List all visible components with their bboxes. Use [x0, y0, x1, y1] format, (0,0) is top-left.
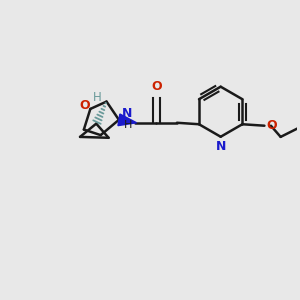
- Text: O: O: [80, 100, 90, 112]
- Polygon shape: [118, 114, 136, 126]
- Text: O: O: [266, 119, 277, 132]
- Text: O: O: [151, 80, 162, 93]
- Text: N: N: [215, 140, 226, 153]
- Text: N: N: [122, 107, 133, 120]
- Text: H: H: [93, 91, 102, 103]
- Text: H: H: [124, 120, 133, 130]
